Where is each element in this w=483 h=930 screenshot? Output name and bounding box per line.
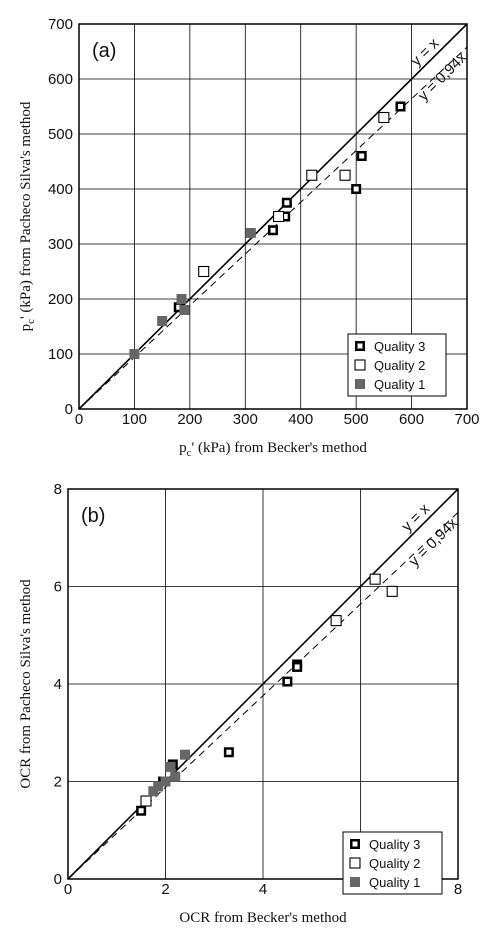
- x-tick-label: 0: [64, 881, 72, 898]
- panel-label: (b): [81, 505, 105, 527]
- y-tick-label: 0: [54, 871, 62, 888]
- data-point: [180, 749, 190, 760]
- legend-marker: [355, 341, 365, 351]
- grid: [78, 23, 468, 410]
- data-point: [160, 776, 171, 787]
- x-axis-label-subscript: c: [187, 447, 192, 459]
- series-quality-1: [148, 749, 190, 797]
- y-tick-label: 4: [54, 676, 62, 693]
- data-point: [378, 111, 390, 124]
- legend-marker: [355, 379, 365, 389]
- legend: Quality 3 Quality 2 Quality 1: [347, 333, 447, 397]
- y-tick-label: 600: [48, 71, 73, 88]
- data-point: [306, 169, 318, 181]
- data-point: [369, 573, 381, 585]
- data-point: [165, 761, 176, 772]
- panel-label: (a): [92, 40, 116, 62]
- x-tick-label: 700: [454, 411, 479, 428]
- y-tick-label: 700: [48, 16, 73, 33]
- data-point: [272, 210, 285, 223]
- y-axis-label-subscript: c: [25, 319, 37, 324]
- y-axis-label-text: p: [18, 324, 34, 332]
- x-axis-label-text: OCR from Becker's method: [179, 910, 347, 926]
- y-axis-label-text: OCR from Pacheco Silva's method: [18, 579, 34, 789]
- data-point: [292, 661, 303, 672]
- y-tick-label: 0: [65, 401, 73, 418]
- data-point: [351, 184, 362, 194]
- x-tick-label: 400: [288, 411, 313, 428]
- x-tick-label: 4: [259, 881, 267, 898]
- data-point: [281, 197, 292, 208]
- data-point: [136, 805, 147, 816]
- data-point: [356, 151, 367, 161]
- y-axis-label-rest: ' (kPa) from Pacheco Silva's method: [18, 101, 34, 319]
- x-tick-label: 100: [122, 411, 147, 428]
- legend-marker: [349, 857, 361, 869]
- y-axis-label: pc' (kPa) from Pacheco Silva's method: [18, 101, 37, 331]
- x-tick-label: 300: [233, 411, 258, 428]
- data-point: [339, 169, 351, 181]
- x-axis-label: pc' (kPa) from Becker's method: [179, 440, 367, 459]
- x-tick-label: 200: [177, 411, 202, 428]
- x-axis-label: OCR from Becker's method: [179, 910, 347, 926]
- data-point: [170, 771, 181, 782]
- x-tick-label: 2: [161, 881, 169, 898]
- plot-frame: [67, 488, 459, 880]
- legend: Quality 3 Quality 2 Quality 1: [342, 831, 443, 895]
- data-point: [268, 225, 278, 236]
- y-tick-label: 6: [54, 579, 62, 596]
- legend-label: Quality 2: [369, 856, 420, 871]
- series-quality-1: [129, 228, 256, 359]
- data-point: [140, 795, 152, 807]
- chart-panel-b: y = xy = 0,94x0246802468OCR from Becker'…: [18, 481, 462, 926]
- y-tick-label: 2: [54, 774, 62, 791]
- data-point: [223, 747, 234, 758]
- data-point: [395, 101, 406, 112]
- x-tick-label: 0: [75, 411, 83, 428]
- x-tick-label: 8: [454, 881, 462, 898]
- data-point: [282, 676, 293, 687]
- legend-marker: [350, 839, 360, 849]
- y-tick-label: 8: [54, 481, 62, 498]
- series-quality-2: [140, 573, 398, 807]
- y-tick-label: 400: [48, 181, 73, 198]
- x-tick-label: 600: [399, 411, 424, 428]
- data-point: [157, 316, 168, 326]
- data-point: [198, 265, 210, 278]
- data-point: [129, 349, 140, 359]
- y-tick-label: 100: [48, 346, 73, 363]
- legend-label: Quality 1: [374, 377, 425, 392]
- data-point: [386, 585, 398, 597]
- y-tick-label: 500: [48, 126, 73, 143]
- legend-marker: [354, 359, 366, 371]
- data-point: [245, 228, 256, 238]
- legend-label: Quality 2: [374, 358, 425, 373]
- data-point: [153, 781, 164, 792]
- data-point: [176, 294, 187, 304]
- line-identity: [67, 488, 459, 880]
- series-quality-2: [198, 111, 390, 278]
- legend-label: Quality 3: [374, 339, 425, 354]
- x-axis-label-text: p: [179, 440, 187, 456]
- legend-marker: [350, 877, 360, 887]
- plot-frame: [78, 23, 468, 410]
- x-axis-label-rest: ' (kPa) from Becker's method: [192, 440, 368, 456]
- data-point: [330, 615, 342, 627]
- x-tick-label: 500: [344, 411, 369, 428]
- legend-label: Quality 3: [369, 837, 420, 852]
- y-tick-label: 300: [48, 236, 73, 253]
- y-axis-label: OCR from Pacheco Silva's method: [18, 579, 34, 789]
- data-point: [179, 305, 190, 315]
- line-0-94x: [67, 512, 459, 880]
- legend-label: Quality 1: [369, 875, 420, 890]
- y-tick-label: 200: [48, 291, 73, 308]
